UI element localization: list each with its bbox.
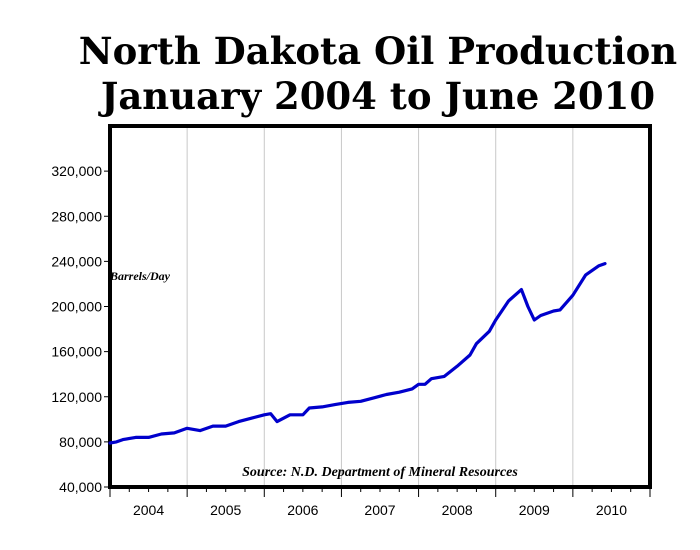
y-tick-label: 40,000: [59, 479, 102, 495]
y-tick-label: 120,000: [51, 389, 102, 405]
y-axis-label: Barrels/Day: [109, 269, 171, 283]
y-tick-label: 240,000: [51, 253, 102, 269]
x-tick-label: 2007: [364, 502, 395, 518]
series-line-oil-production: [108, 262, 607, 445]
y-tick-label: 280,000: [51, 208, 102, 224]
source-note: Source: N.D. Department of Mineral Resou…: [242, 465, 518, 480]
x-tick-label: 2008: [442, 502, 473, 518]
x-tick-label: 2010: [596, 502, 627, 518]
chart-title-line1: North Dakota Oil Production: [79, 29, 678, 73]
x-tick-label: 2009: [519, 502, 550, 518]
grid-lines: [186, 126, 574, 487]
y-axis: 40,000 80,000 120,000 160,000 200,000 240,000…: [51, 163, 110, 495]
x-tick-label: 2006: [287, 502, 318, 518]
y-tick-label: 160,000: [51, 344, 102, 360]
series-layer: [108, 262, 607, 445]
x-axis: 2004 2005 2006 2007 2008 2009 2010: [109, 487, 651, 518]
plot-frame: [108, 124, 652, 489]
y-tick-label: 320,000: [51, 163, 102, 179]
x-tick-label: 2004: [133, 502, 164, 518]
x-tick-label: 2005: [210, 502, 241, 518]
chart-title-line2: January 2004 to June 2010: [98, 74, 655, 118]
y-tick-label: 200,000: [51, 299, 102, 315]
y-tick-label: 80,000: [59, 434, 102, 450]
